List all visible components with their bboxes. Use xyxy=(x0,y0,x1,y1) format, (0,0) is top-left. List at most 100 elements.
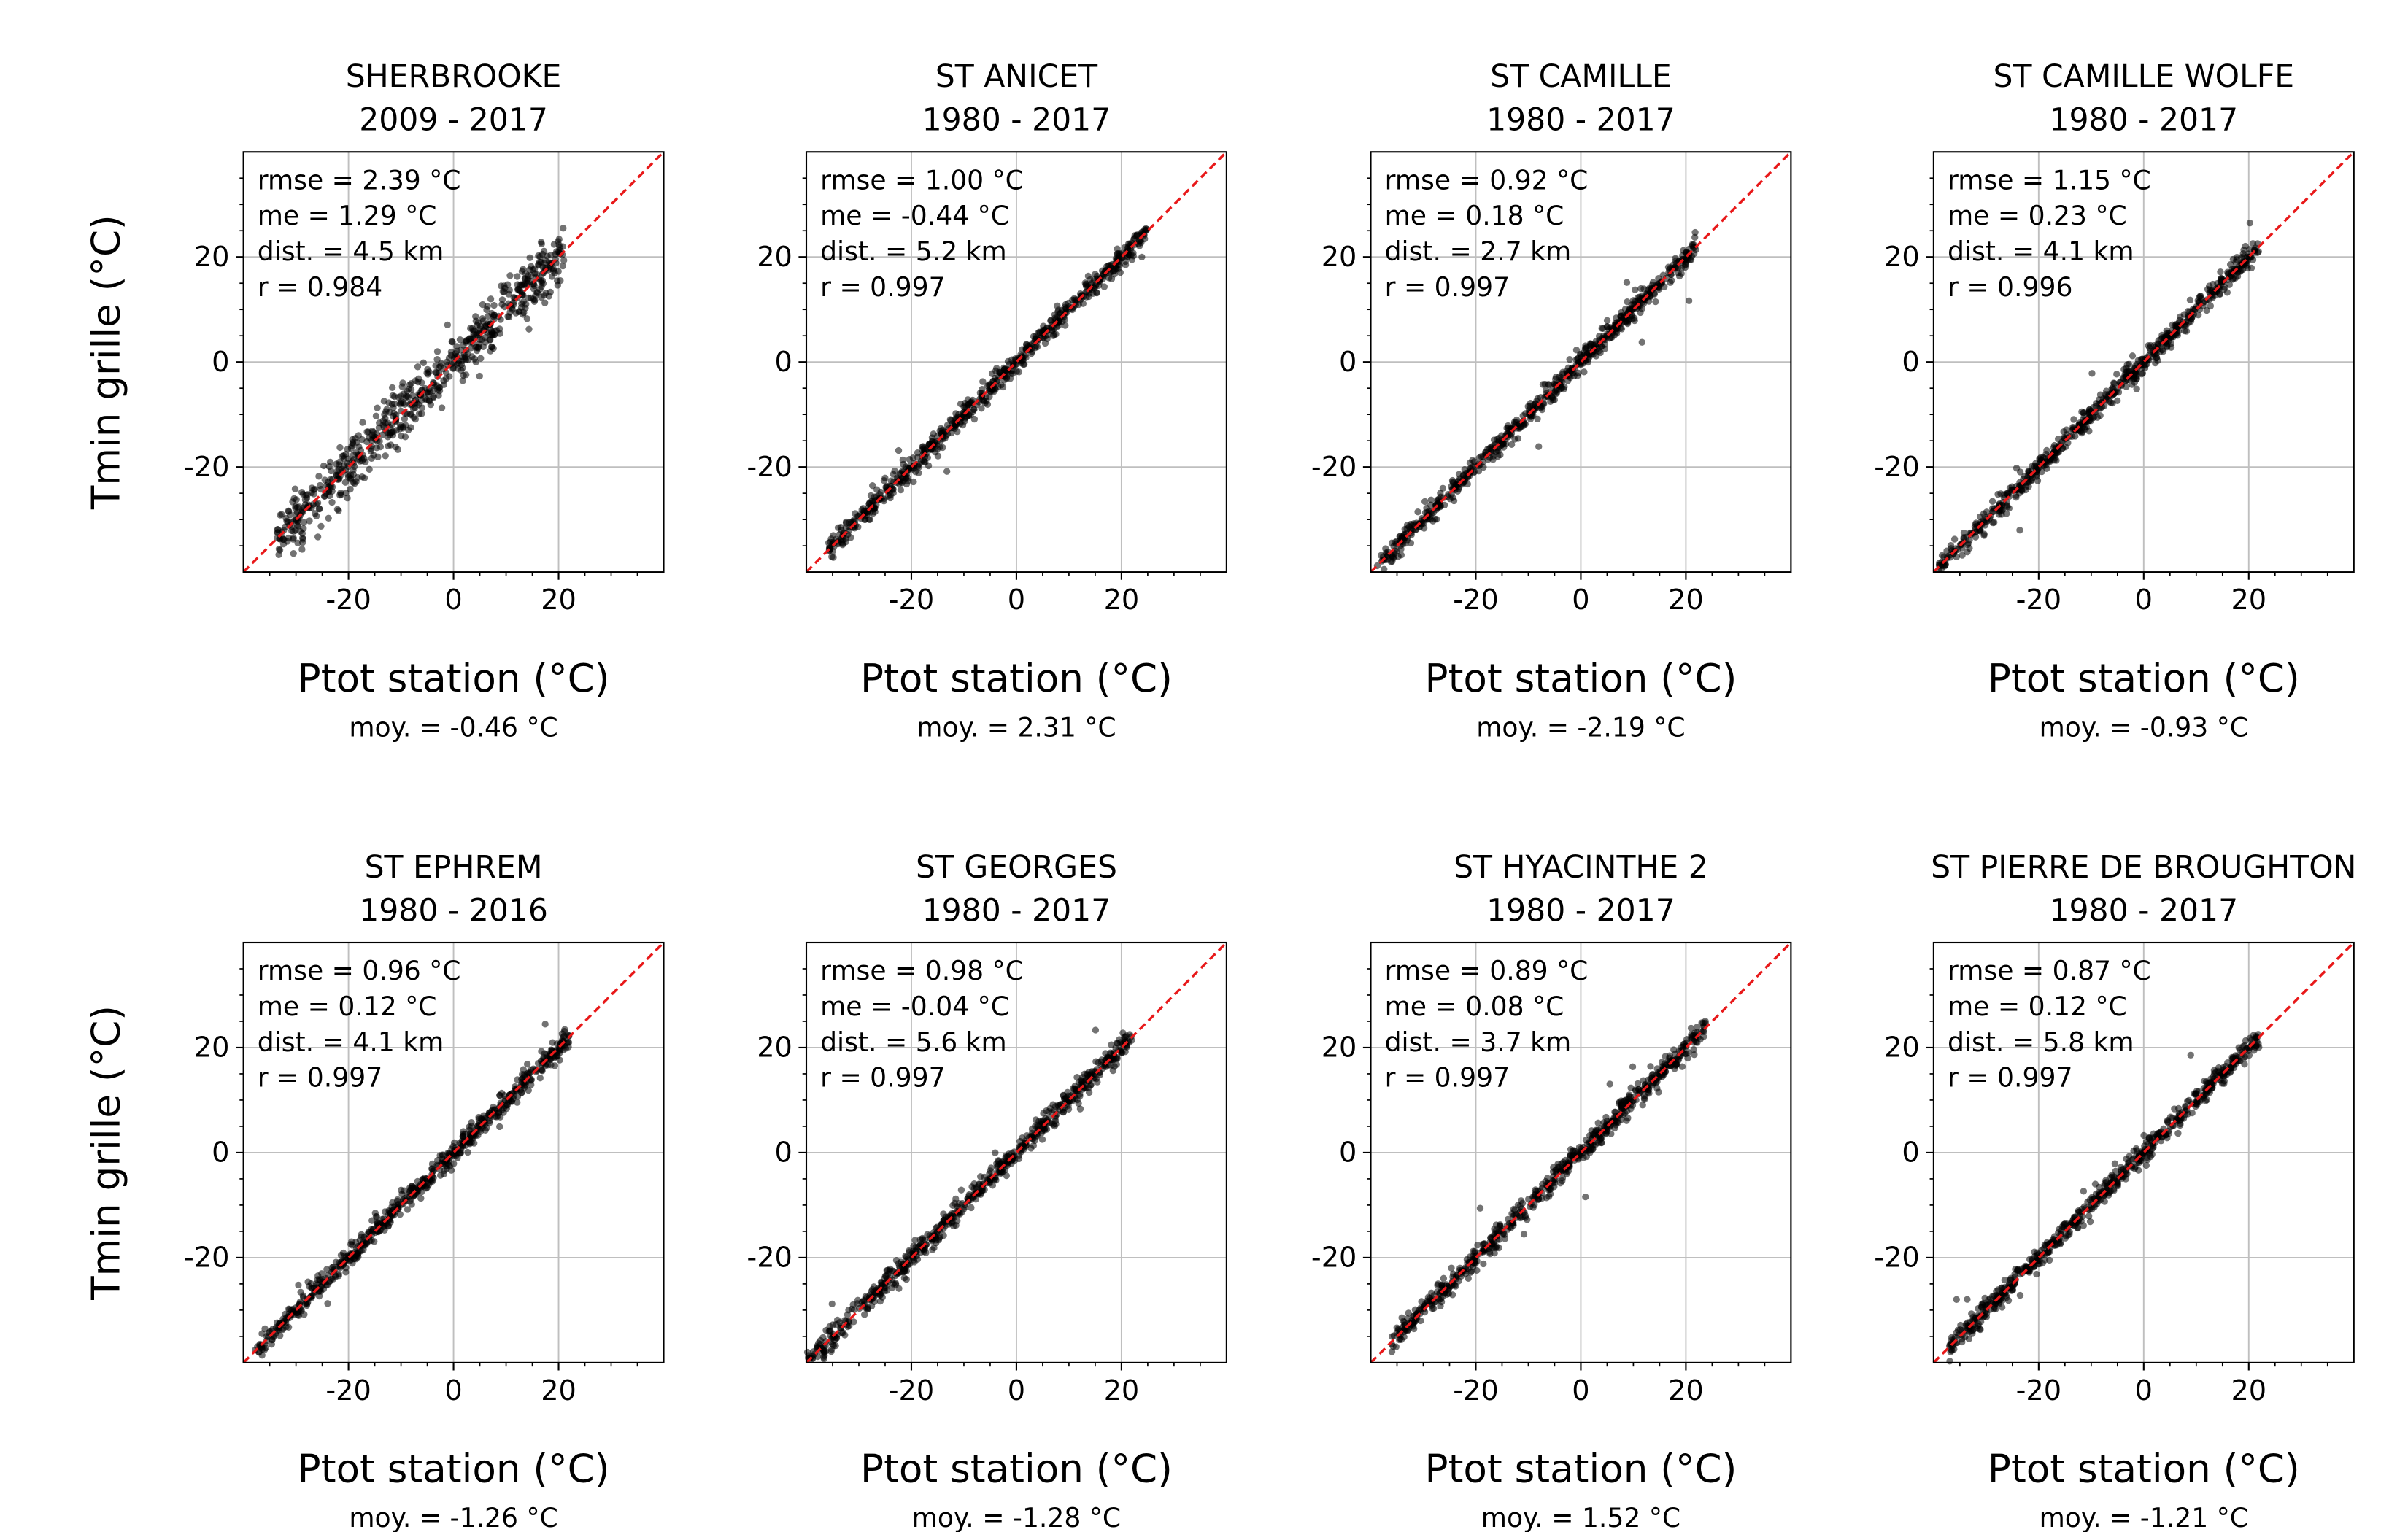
scatter-point xyxy=(457,1150,464,1157)
scatter-point xyxy=(536,258,544,266)
scatter-point xyxy=(895,446,903,454)
scatter-point xyxy=(876,1297,884,1305)
scatter-point xyxy=(1566,356,1573,363)
scatter-point xyxy=(404,393,412,401)
scatter-point xyxy=(479,301,487,309)
panel-subtitle: 1980 - 2017 xyxy=(922,893,1111,929)
scatter-point xyxy=(337,1251,345,1259)
scatter-point xyxy=(1629,1063,1637,1071)
mean-label: moy. = -1.26 °C xyxy=(349,1502,557,1532)
scatter-point xyxy=(2075,421,2083,428)
stat-line: dist. = 4.5 km xyxy=(258,236,444,267)
scatter-point xyxy=(973,1183,980,1191)
scatter-point xyxy=(1991,519,1998,526)
scatter-point xyxy=(2088,370,2096,377)
scatter-point xyxy=(339,452,346,460)
scatter-point xyxy=(413,1188,420,1195)
scatter-point xyxy=(366,465,373,473)
scatter-point xyxy=(827,535,835,543)
mean-label: moy. = -1.28 °C xyxy=(912,1502,1121,1532)
scatter-point xyxy=(2247,264,2255,272)
scatter-point xyxy=(1448,1291,1456,1299)
scatter-point xyxy=(1429,509,1437,517)
scatter-point xyxy=(1583,1153,1590,1161)
scatter-point xyxy=(1015,368,1023,376)
scatter-point xyxy=(1959,552,1966,559)
scatter-point xyxy=(892,1256,900,1264)
scatter-point xyxy=(1681,263,1689,271)
scatter-point xyxy=(436,384,443,392)
scatter-point xyxy=(342,489,350,497)
scatter-point xyxy=(2169,321,2176,329)
panel-title: ST EPHREM xyxy=(365,850,543,886)
y-tick-label: 0 xyxy=(775,346,792,379)
scatter-point xyxy=(261,1346,269,1353)
scatter-point xyxy=(347,471,355,479)
scatter-point xyxy=(326,492,333,500)
y-tick-label: 0 xyxy=(212,1137,229,1169)
x-tick-label: 20 xyxy=(541,1374,576,1407)
scatter-point xyxy=(2186,296,2194,303)
scatter-point xyxy=(2013,465,2021,472)
scatter-point xyxy=(1022,352,1029,359)
mean-label: moy. = -0.46 °C xyxy=(349,711,557,743)
scatter-point xyxy=(393,427,400,434)
scatter-point xyxy=(2229,255,2237,263)
scatter-point xyxy=(551,269,558,276)
scatter-point xyxy=(830,554,837,561)
scatter-point xyxy=(1038,1136,1046,1143)
scatter-point xyxy=(2157,336,2164,343)
scatter-point xyxy=(1006,375,1014,382)
scatter-point xyxy=(344,455,352,463)
scatter-point xyxy=(1049,332,1057,339)
scatter-point xyxy=(1685,1049,1692,1056)
scatter-point xyxy=(1083,293,1090,301)
scatter-point xyxy=(2145,341,2152,349)
scatter-point xyxy=(2129,381,2136,388)
scatter-point xyxy=(2022,486,2029,494)
x-tick-label: 0 xyxy=(444,584,462,616)
scatter-point xyxy=(557,277,564,285)
scatter-point xyxy=(412,415,420,423)
scatter-point xyxy=(1971,523,1979,530)
scatter-point xyxy=(2196,293,2204,300)
scatter-point xyxy=(561,1026,568,1033)
scatter-point xyxy=(995,1157,1002,1164)
scatter-point xyxy=(1606,1080,1613,1088)
scatter-point xyxy=(1581,368,1588,376)
scatter-point xyxy=(854,1300,861,1307)
scatter-point xyxy=(459,364,466,371)
scatter-point xyxy=(1520,1231,1528,1238)
scatter-point xyxy=(496,1113,504,1121)
scatter-point xyxy=(467,325,474,332)
scatter-point xyxy=(2120,365,2128,374)
scatter-point xyxy=(1495,434,1502,442)
scatter-point xyxy=(547,252,555,259)
scatter-point xyxy=(371,1238,378,1245)
scatter-point xyxy=(335,476,342,483)
stat-line: rmse = 1.15 °C xyxy=(1948,164,2151,196)
scatter-point xyxy=(2096,411,2104,419)
scatter-point xyxy=(466,1123,473,1131)
scatter-point xyxy=(505,290,512,298)
scatter-point xyxy=(374,1218,382,1226)
scatter-point xyxy=(2240,247,2247,254)
scatter-point xyxy=(399,379,406,387)
scatter-point xyxy=(296,1298,304,1306)
scatter-point xyxy=(2060,428,2067,436)
stat-line: dist. = 4.1 km xyxy=(258,1026,444,1058)
scatter-point xyxy=(1647,1063,1654,1070)
scatter-point xyxy=(460,341,467,349)
scatter-point xyxy=(1087,276,1094,283)
scatter-point xyxy=(922,1249,930,1256)
scatter-point xyxy=(1476,1204,1484,1212)
scatter-point xyxy=(852,510,859,517)
scatter-point xyxy=(433,369,440,376)
scatter-point xyxy=(442,375,450,382)
scatter-point xyxy=(1399,1323,1407,1331)
scatter-point xyxy=(1434,1281,1441,1289)
scatter-point xyxy=(490,311,498,319)
scatter-point xyxy=(1486,444,1494,452)
y-tick-label: -20 xyxy=(1311,1242,1357,1274)
scatter-point xyxy=(321,476,328,484)
